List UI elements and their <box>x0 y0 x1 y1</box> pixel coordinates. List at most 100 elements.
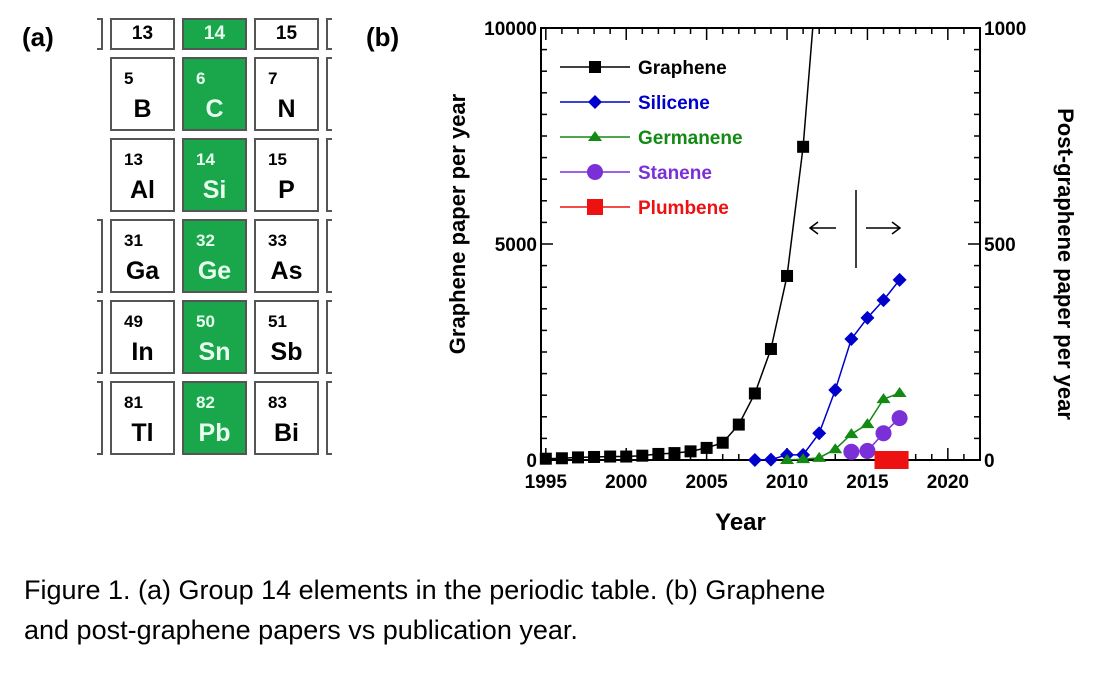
x-tick-label: 2010 <box>766 472 808 493</box>
data-point-germanene <box>844 428 859 439</box>
element-cell: 13 Al <box>110 138 175 212</box>
table-edge <box>326 300 332 374</box>
data-point-graphene <box>620 450 633 463</box>
atomic-number: 51 <box>268 312 287 331</box>
atomic-number: 82 <box>196 393 215 412</box>
element-symbol: Ge <box>197 257 232 285</box>
group-header: 15 <box>254 18 319 50</box>
data-point-graphene <box>636 449 649 462</box>
atomic-number: 13 <box>124 150 143 169</box>
legend-label: Graphene <box>638 58 727 79</box>
element-symbol: Al <box>130 176 155 204</box>
x-axis-label: Year <box>715 509 766 536</box>
data-point-silicene <box>844 332 859 347</box>
series-line-silicene <box>754 279 901 460</box>
table-edge <box>97 381 103 455</box>
data-point-germanene <box>892 387 907 398</box>
data-point-graphene <box>684 445 697 458</box>
element-symbol: B <box>133 95 152 123</box>
element-cell: 33 As <box>254 219 319 293</box>
data-point-graphene <box>781 269 794 282</box>
element-cell: 15 P <box>254 138 319 212</box>
period-row: 13 Al 14 Si 15 P <box>97 138 339 212</box>
data-point-graphene <box>748 387 761 400</box>
atomic-number: 15 <box>268 150 287 169</box>
atomic-number: 33 <box>268 231 287 250</box>
y-tick-label: 0 <box>526 451 537 472</box>
element-symbol: As <box>270 257 303 285</box>
legend-marker-stanene <box>587 164 603 180</box>
data-point-graphene <box>797 140 810 153</box>
data-point-stanene <box>891 410 908 427</box>
element-cell: 31 Ga <box>110 219 175 293</box>
group-header: 14 <box>182 18 247 50</box>
atomic-number: 5 <box>124 69 134 88</box>
data-point-silicene <box>747 453 762 467</box>
table-edge <box>326 18 332 50</box>
y-axis-label: Graphene paper per year <box>445 93 470 354</box>
legend-label: Silicene <box>638 93 710 114</box>
element-symbol: Sn <box>198 338 231 366</box>
data-point-graphene <box>700 441 713 454</box>
element-cell: 51 Sb <box>254 300 319 374</box>
element-symbol: In <box>131 338 154 366</box>
panel-b-label: (b) <box>366 22 400 52</box>
y-right-axis-label: Post-graphene paper per year <box>1053 108 1078 420</box>
atomic-number: 6 <box>196 69 206 88</box>
periodic-table: 13 14 15 5 B 6 C 7 N 13 Al 14 Si 15 P 31 Ga 32 Ge 33 As 49 In 5… <box>97 18 339 462</box>
table-edge <box>326 381 332 455</box>
x-tick-label: 2020 <box>927 472 969 493</box>
data-point-germanene <box>796 453 811 464</box>
table-edge <box>326 219 332 293</box>
y-tick-label: 5000 <box>495 235 537 256</box>
right-arrow-icon <box>866 221 902 235</box>
atomic-number: 7 <box>268 69 278 88</box>
data-point-stanene <box>875 425 892 442</box>
group-header: 13 <box>110 18 175 50</box>
figure-caption: Figure 1. (a) Group 14 elements in the p… <box>24 570 1094 650</box>
data-point-graphene <box>668 447 681 460</box>
group-header-row: 13 14 15 <box>97 18 339 50</box>
data-point-graphene <box>588 450 601 463</box>
atomic-number: 32 <box>196 231 215 250</box>
data-point-graphene <box>555 452 568 465</box>
element-cell: 82 Pb <box>182 381 247 455</box>
data-point-graphene <box>732 418 745 431</box>
element-cell: 14 Si <box>182 138 247 212</box>
element-cell: 50 Sn <box>182 300 247 374</box>
caption-line-1: Figure 1. (a) Group 14 elements in the p… <box>24 575 826 605</box>
data-point-graphene <box>571 451 584 464</box>
element-symbol: Tl <box>131 419 154 447</box>
caption-line-2: and post-graphene papers vs publication … <box>24 615 578 645</box>
data-point-graphene <box>539 452 552 465</box>
element-symbol: Bi <box>274 419 299 447</box>
atomic-number: 31 <box>124 231 143 250</box>
element-cell: 81 Tl <box>110 381 175 455</box>
element-symbol: N <box>277 95 296 123</box>
y-tick-label: 10000 <box>484 19 537 40</box>
element-cell: 32 Ge <box>182 219 247 293</box>
legend-label: Plumbene <box>638 198 729 219</box>
element-symbol: Si <box>202 176 227 204</box>
data-point-germanene <box>860 418 875 429</box>
series-line-stanene <box>851 417 901 453</box>
element-symbol: P <box>278 176 295 204</box>
element-symbol: Sb <box>270 338 303 366</box>
table-edge <box>97 219 103 293</box>
y-right-tick-label: 0 <box>984 451 995 472</box>
data-point-graphene <box>652 447 665 460</box>
table-edge <box>326 138 332 212</box>
legend-label: Stanene <box>638 163 712 184</box>
x-tick-label: 2000 <box>605 472 647 493</box>
data-point-stanene <box>843 443 860 460</box>
data-point-germanene <box>780 454 795 464</box>
data-point-silicene <box>828 383 843 398</box>
panel-a-label: (a) <box>22 22 54 52</box>
x-tick-label: 2015 <box>846 472 889 493</box>
element-symbol: Pb <box>198 419 231 447</box>
publication-chart: 1995 2000 2005 2010 2015 2020 0 5000 10000 0 500 10… <box>445 19 1078 536</box>
